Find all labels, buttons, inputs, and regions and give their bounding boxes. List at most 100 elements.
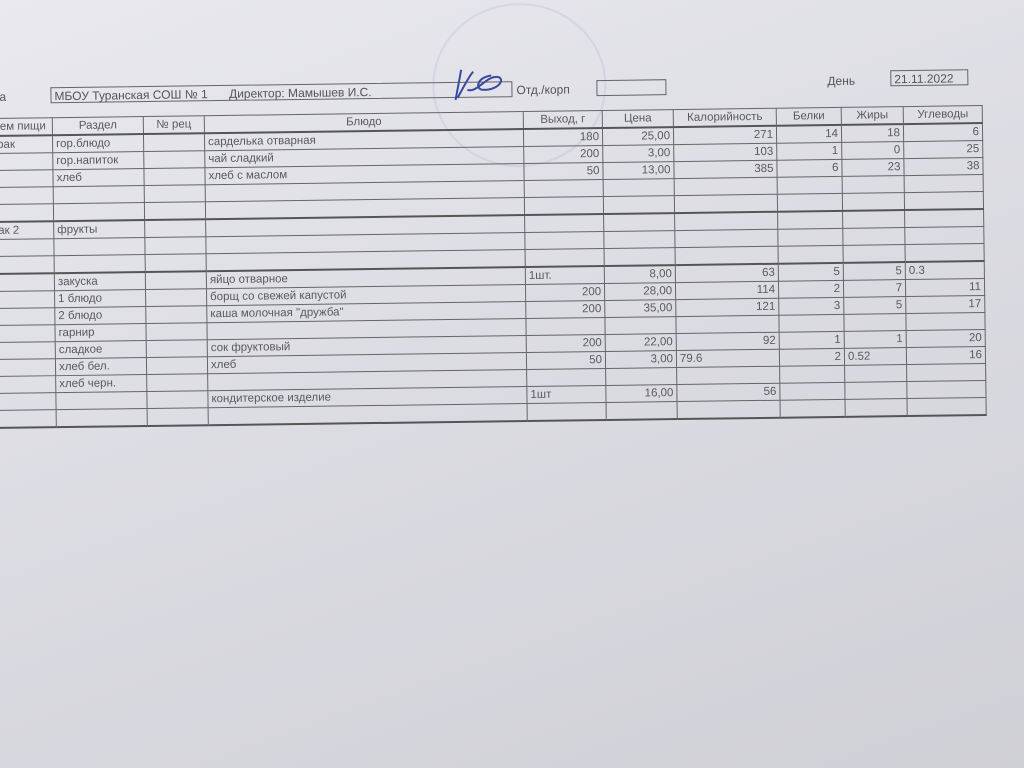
cell-meal <box>0 358 56 377</box>
cell-rec <box>144 219 206 238</box>
cell-price: 3,00 <box>605 350 677 369</box>
cell-price: 35,00 <box>604 299 676 318</box>
cell-meal <box>0 152 53 171</box>
cell-section <box>53 202 145 222</box>
cell-price <box>604 316 677 335</box>
cell-cal: 271 <box>673 125 777 145</box>
cell-meal <box>0 255 55 274</box>
column-header: Белки <box>776 107 842 126</box>
cell-section: закуска <box>54 272 146 291</box>
cell-out: 200 <box>525 283 605 302</box>
cell-rec <box>145 305 207 324</box>
cell-rec <box>146 390 209 409</box>
cell-price <box>603 230 676 249</box>
cell-fat <box>842 210 905 229</box>
cell-fat <box>842 175 905 194</box>
cell-price <box>603 213 675 232</box>
cell-price: 8,00 <box>604 265 676 284</box>
column-header: Жиры <box>841 106 904 125</box>
school-name: МБОУ Туранская СОШ № 1 <box>54 87 208 104</box>
cell-meal <box>0 203 54 222</box>
cell-meal <box>0 307 55 326</box>
cell-prot <box>779 382 846 401</box>
cell-carb: 0.3 <box>905 261 985 280</box>
cell-out <box>527 402 607 422</box>
cell-carb: 38 <box>903 157 984 176</box>
cell-section: гарнир <box>54 323 147 342</box>
cell-prot <box>778 314 845 333</box>
cell-meal <box>0 392 57 411</box>
cell-carb <box>904 243 985 263</box>
cell-rec <box>146 339 208 358</box>
school-label: ла <box>0 89 7 104</box>
date-field: 21.11.2022 <box>890 69 969 87</box>
dept-label: Отд./корп <box>516 82 570 98</box>
cell-rec <box>146 373 208 392</box>
cell-carb: 25 <box>903 140 983 159</box>
cell-rec <box>145 288 207 307</box>
cell-prot: 2 <box>778 280 844 299</box>
cell-rec <box>144 201 206 221</box>
cell-meal <box>0 324 56 343</box>
cell-prot: 5 <box>778 262 844 282</box>
cell-cal <box>674 229 779 248</box>
cell-carb: 20 <box>906 329 986 348</box>
cell-cal: 92 <box>676 332 780 351</box>
cell-section <box>55 391 148 410</box>
column-header: ем пищи <box>0 117 53 136</box>
cell-section <box>53 185 145 204</box>
cell-section: 1 блюдо <box>54 289 146 308</box>
cell-rec <box>143 133 205 152</box>
cell-rec <box>147 407 209 426</box>
cell-out <box>524 231 605 250</box>
cell-price <box>603 195 675 215</box>
cell-rec <box>143 167 206 186</box>
cell-meal <box>0 341 56 360</box>
cell-cal: 63 <box>675 263 779 283</box>
cell-cal <box>674 177 778 196</box>
cell-carb: 6 <box>903 123 983 142</box>
cell-meal <box>0 186 54 205</box>
cell-prot: 1 <box>779 331 845 350</box>
director-name: Директор: Мамышев И.С. <box>228 85 372 101</box>
cell-price: 3,00 <box>602 144 674 163</box>
signature <box>454 69 503 101</box>
cell-rec <box>145 253 207 273</box>
cell-carb <box>904 226 984 245</box>
cell-rec <box>144 236 207 255</box>
cell-out <box>524 196 604 216</box>
cell-section <box>54 254 146 274</box>
cell-carb <box>906 363 986 382</box>
menu-table: ем пищи Раздел № рец Блюдо Выход, г Цена Калор… <box>0 105 987 429</box>
cell-out: 50 <box>526 351 606 370</box>
column-header: Выход, г <box>523 110 603 130</box>
cell-fat <box>842 227 905 246</box>
cell-out: 50 <box>523 162 604 181</box>
cell-fat: 0 <box>841 141 904 160</box>
cell-carb: 17 <box>905 295 985 314</box>
cell-out <box>525 317 606 336</box>
cell-fat: 0.52 <box>844 347 907 366</box>
cell-carb: 16 <box>906 346 986 365</box>
cell-fat <box>842 244 906 263</box>
cell-meal <box>0 290 55 309</box>
day-label: День <box>827 73 856 89</box>
cell-price: 28,00 <box>604 282 676 301</box>
cell-rec <box>143 150 205 169</box>
cell-fat: 1 <box>844 330 907 349</box>
cell-fat <box>845 398 908 417</box>
cell-fat: 7 <box>843 279 906 298</box>
cell-section <box>53 237 146 256</box>
cell-prot: 6 <box>776 159 843 178</box>
cell-out <box>525 248 605 268</box>
cell-meal <box>0 375 56 394</box>
cell-carb <box>906 380 987 399</box>
cell-rec <box>145 322 208 341</box>
cell-section: хлеб <box>52 168 145 187</box>
cell-price <box>603 178 675 197</box>
cell-prot <box>777 210 843 230</box>
cell-out: 180 <box>523 128 603 147</box>
cell-fat: 5 <box>843 296 906 315</box>
cell-section: хлеб черн. <box>55 374 147 393</box>
cell-cal <box>674 194 778 214</box>
